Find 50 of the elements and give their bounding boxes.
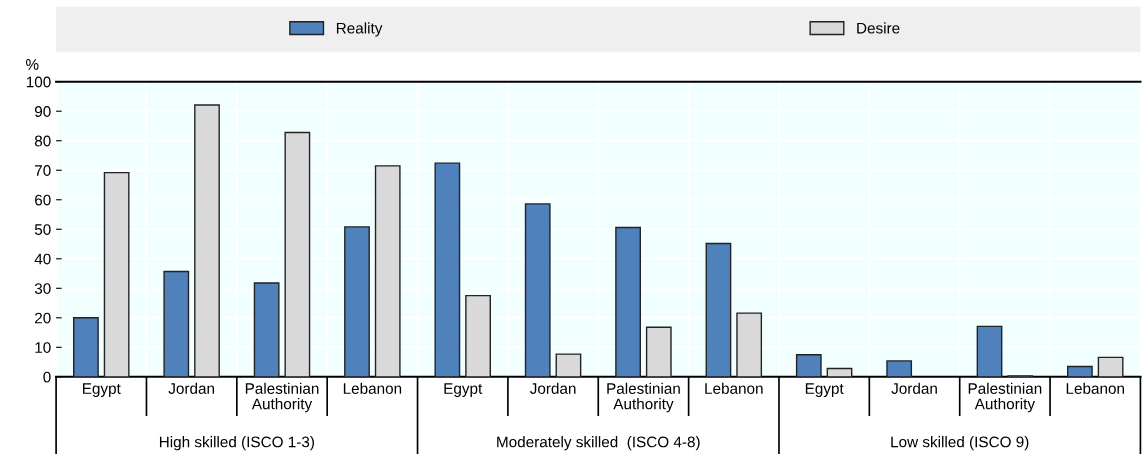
x-tick-label: Palestinian Authority [607,382,680,413]
x-tick-label: Egypt [805,383,844,397]
x-tick-label: Lebanon [343,382,402,394]
text: Moderately skilled (ISCO 4-8) [497,436,700,451]
y-tick-label: 60 [35,194,51,206]
legend-label: Reality [336,22,383,37]
y-tick-label: 10 [35,342,51,353]
bar [615,226,641,377]
y-axis-title: % [26,59,39,70]
bar [555,353,582,377]
bar [1066,365,1093,377]
y-tick-label: 90 [34,106,51,117]
bar [976,325,1003,377]
x-tick-label: Jordan [529,382,576,394]
text: Low skilled (ISCO 9) [891,436,1029,451]
y-tick-label: 20 [35,312,51,324]
bar [705,242,732,377]
x-tick-label: Palestinian Authority [245,382,319,413]
bar [344,226,370,377]
y-tick-label: 30 [34,283,51,294]
text: High skilled (ISCO 1-3) [159,436,314,451]
y-tick-label: 0 [43,371,51,383]
x-tick-label: Palestinian Authority [968,382,1042,413]
bar [795,353,822,377]
bar [434,162,461,377]
y-tick-label: 50 [34,224,51,235]
bar [253,282,280,377]
x-tick-label: Lebanon [705,382,763,394]
bar [524,203,551,377]
x-tick-label: Jordan [168,382,215,394]
bar [886,360,913,377]
x-tick-label: Jordan [891,382,937,394]
x-tick-label: Lebanon [1066,382,1124,394]
bar [465,294,491,377]
bar [645,326,672,377]
x-tick-label: Egypt [444,383,483,397]
bar [284,131,311,377]
y-tick-label: 40 [34,253,51,265]
bar [1097,356,1124,377]
bar [73,317,99,377]
bar [103,171,130,377]
y-tick-label: 70 [35,165,51,176]
bar [374,165,401,377]
bar [194,104,220,377]
bar [163,270,190,377]
legend-label: Desire [857,22,900,34]
y-tick-label: 80 [34,135,51,147]
x-tick-label: Egypt [83,383,121,397]
y-tick-label: 100 [26,76,51,88]
bar [736,312,763,377]
